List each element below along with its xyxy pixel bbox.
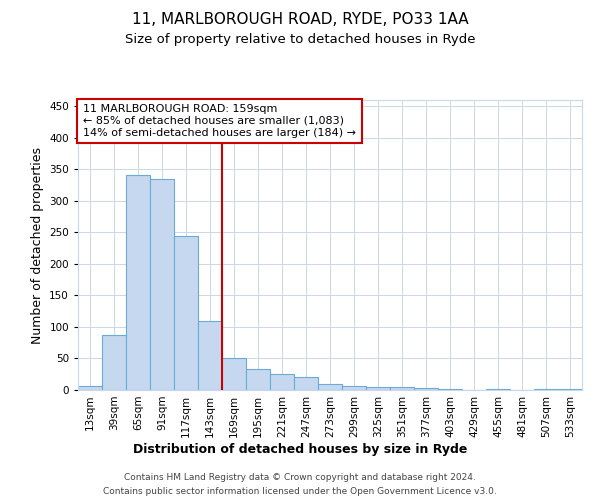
- Bar: [390, 387, 414, 390]
- Bar: [150, 180, 174, 390]
- Text: Contains HM Land Registry data © Crown copyright and database right 2024.: Contains HM Land Registry data © Crown c…: [124, 472, 476, 482]
- Text: Contains public sector information licensed under the Open Government Licence v3: Contains public sector information licen…: [103, 488, 497, 496]
- Bar: [534, 388, 558, 390]
- Bar: [438, 388, 462, 390]
- Text: Distribution of detached houses by size in Ryde: Distribution of detached houses by size …: [133, 442, 467, 456]
- Text: 11 MARLBOROUGH ROAD: 159sqm
← 85% of detached houses are smaller (1,083)
14% of : 11 MARLBOROUGH ROAD: 159sqm ← 85% of det…: [83, 104, 356, 138]
- Bar: [558, 388, 582, 390]
- Bar: [78, 386, 102, 390]
- Bar: [126, 175, 150, 390]
- Bar: [366, 387, 390, 390]
- Text: Size of property relative to detached houses in Ryde: Size of property relative to detached ho…: [125, 32, 475, 46]
- Bar: [270, 374, 294, 390]
- Bar: [414, 388, 438, 390]
- Bar: [174, 236, 198, 390]
- Bar: [102, 334, 126, 390]
- Y-axis label: Number of detached properties: Number of detached properties: [31, 146, 44, 344]
- Bar: [342, 386, 366, 390]
- Bar: [198, 320, 222, 390]
- Bar: [246, 369, 270, 390]
- Text: 11, MARLBOROUGH ROAD, RYDE, PO33 1AA: 11, MARLBOROUGH ROAD, RYDE, PO33 1AA: [131, 12, 469, 28]
- Bar: [318, 384, 342, 390]
- Bar: [222, 358, 246, 390]
- Bar: [294, 377, 318, 390]
